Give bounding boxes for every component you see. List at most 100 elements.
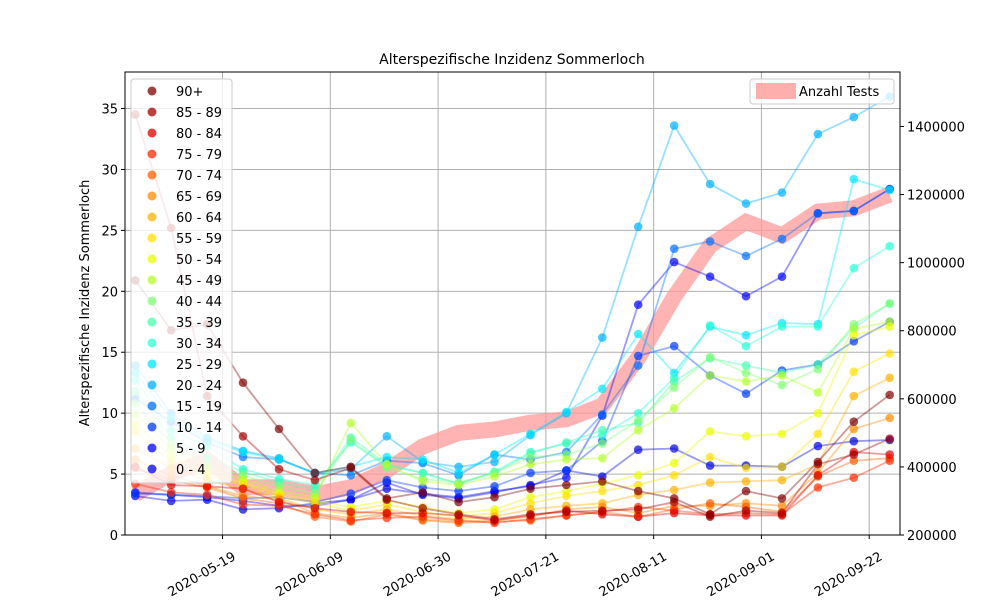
series-line-40-44 xyxy=(134,302,891,495)
data-point-60-64 xyxy=(741,477,751,486)
legend-marker xyxy=(147,464,157,474)
legend-marker xyxy=(147,401,157,411)
x-tick-label: 2020-06-30 xyxy=(381,549,454,600)
data-point-5-9 xyxy=(777,272,787,282)
series-line-85-89 xyxy=(134,114,891,521)
y-tick-label: 30 xyxy=(101,163,118,178)
data-point-0-4 xyxy=(849,436,859,446)
data-point-55-59 xyxy=(813,429,823,439)
y2-tick-label: 800000 xyxy=(907,325,957,340)
data-point-35-39 xyxy=(741,361,751,370)
data-point-75-79 xyxy=(310,510,320,519)
data-point-30-34 xyxy=(741,341,751,351)
data-point-40-44 xyxy=(346,435,356,445)
data-point-90plus xyxy=(741,486,751,496)
legend-marker xyxy=(147,212,157,222)
data-point-30-34 xyxy=(705,321,715,330)
x-tick-label: 2020-07-21 xyxy=(489,549,562,600)
data-point-30-34 xyxy=(885,241,894,251)
legend-label: 85 - 89 xyxy=(176,106,222,121)
legend-marker xyxy=(147,422,157,432)
legend-label: 25 - 29 xyxy=(176,358,222,373)
data-point-70-74 xyxy=(849,456,859,466)
legend-label: 55 - 59 xyxy=(176,232,222,247)
series-line-70-74 xyxy=(135,457,890,524)
data-point-80-84 xyxy=(346,507,356,517)
data-point-85-89 xyxy=(526,510,535,519)
data-point-25-29 xyxy=(274,455,284,464)
data-point-25-29 xyxy=(633,329,643,339)
data-point-85-89 xyxy=(238,432,248,441)
data-point-55-59 xyxy=(885,349,894,358)
series-line-25-29 xyxy=(134,178,890,474)
data-point-85-89 xyxy=(454,510,463,519)
data-point-65-69 xyxy=(849,424,859,434)
data-point-20-24 xyxy=(777,188,787,197)
legend-label: 90+ xyxy=(176,85,203,100)
legend-label: 15 - 19 xyxy=(176,400,222,415)
data-point-55-59 xyxy=(849,367,859,377)
y-tick-label: 35 xyxy=(101,103,118,118)
data-point-90plus xyxy=(562,480,571,490)
x-tick-label: 2020-09-22 xyxy=(812,549,885,600)
data-point-20-24 xyxy=(382,432,392,441)
legend-label: 30 - 34 xyxy=(176,337,222,352)
data-point-50-54 xyxy=(741,432,751,441)
data-point-15-19 xyxy=(741,251,751,261)
data-point-10-14 xyxy=(669,341,679,351)
legend-label: 35 - 39 xyxy=(176,316,222,331)
data-point-90plus xyxy=(454,497,463,507)
series-line-5-9 xyxy=(135,188,891,507)
data-point-30-34 xyxy=(849,263,859,273)
data-point-40-44 xyxy=(705,352,715,362)
data-point-50-54 xyxy=(885,322,894,331)
data-point-10-14 xyxy=(526,468,535,478)
data-point-75-79 xyxy=(849,473,859,483)
data-point-5-9 xyxy=(705,272,715,282)
data-point-75-79 xyxy=(166,488,176,497)
data-point-90plus xyxy=(238,378,248,388)
data-point-15-19 xyxy=(777,234,787,244)
data-point-60-64 xyxy=(849,391,859,401)
data-point-75-79 xyxy=(202,490,212,500)
data-point-50-54 xyxy=(705,427,715,436)
data-point-40-44 xyxy=(741,368,751,378)
y-axis-left: 0 5 10 15 20 25 30 35 xyxy=(101,103,125,544)
legend-label: 40 - 44 xyxy=(176,295,222,310)
x-tick-label: 2020-05-19 xyxy=(166,549,239,600)
data-point-55-59 xyxy=(562,491,571,501)
data-point-10-14 xyxy=(849,337,859,346)
y-tick-label: 20 xyxy=(101,285,118,300)
data-point-65-69 xyxy=(885,413,894,423)
data-point-10-14 xyxy=(382,475,392,485)
data-point-50-54 xyxy=(849,330,859,340)
data-point-80-84 xyxy=(202,482,212,491)
data-point-90plus xyxy=(598,477,607,486)
data-point-30-34 xyxy=(777,322,787,331)
data-point-20-24 xyxy=(705,179,715,189)
data-point-50-54 xyxy=(633,471,643,480)
data-point-35-39 xyxy=(418,468,428,478)
data-point-0-4 xyxy=(669,444,679,453)
data-point-5-9 xyxy=(633,300,643,310)
data-point-80-84 xyxy=(633,512,643,521)
legend-marker xyxy=(147,149,157,159)
data-point-25-29 xyxy=(849,174,859,184)
y-axis-label: Alterspezifische Inzidenz Sommerloch xyxy=(78,180,93,427)
data-point-45-49 xyxy=(418,477,428,486)
series-line-15-19 xyxy=(134,188,891,477)
data-point-90plus xyxy=(346,462,356,472)
data-point-55-59 xyxy=(777,462,787,472)
data-point-90plus xyxy=(705,510,715,519)
legend-label: 60 - 64 xyxy=(176,211,222,226)
data-point-80-84 xyxy=(813,471,823,480)
data-point-45-49 xyxy=(633,425,643,435)
data-point-80-84 xyxy=(274,497,284,507)
data-point-15-19 xyxy=(813,209,823,218)
data-point-15-19 xyxy=(598,410,607,419)
data-point-75-79 xyxy=(346,516,356,525)
series-line-50-54 xyxy=(134,325,890,515)
data-point-10-14 xyxy=(633,351,643,361)
tests-series xyxy=(131,187,893,503)
series-line-55-59 xyxy=(134,352,891,518)
